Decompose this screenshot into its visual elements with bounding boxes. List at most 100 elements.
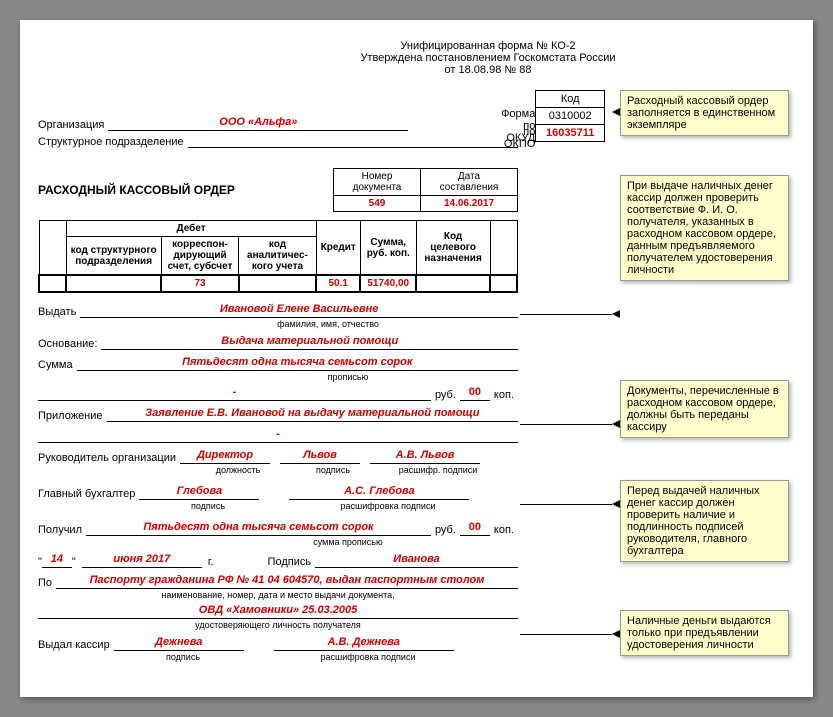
arrow-line-4 xyxy=(520,504,612,505)
callout-1: Расходный кассовый ордер заполняется в е… xyxy=(620,90,789,136)
org-label: Организация xyxy=(38,119,108,131)
po-value: Паспорту гражданина РФ № 41 04 604570, в… xyxy=(56,574,518,589)
arrow-line-5 xyxy=(520,634,612,635)
pril-value: Заявление Е.В. Ивановой на выдачу матери… xyxy=(107,407,518,422)
doc-num-label: Номер документа xyxy=(334,169,421,196)
poluch-kop: коп. xyxy=(490,524,518,536)
struct-value xyxy=(188,133,518,148)
ruk-pos: Директор xyxy=(180,449,270,464)
arrow-icon-4 xyxy=(612,500,620,508)
doc-num: 549 xyxy=(334,196,421,212)
summa-line2: - xyxy=(38,386,431,401)
poluch-label: Получил xyxy=(38,524,86,536)
header-line3: от 18.08.98 № 88 xyxy=(348,64,628,76)
po-label: По xyxy=(38,577,56,589)
pril-line2: - xyxy=(38,428,518,443)
td-c7 xyxy=(416,275,490,292)
th-summa: Сумма, руб. коп. xyxy=(360,221,416,276)
glbuh-name-sub: расшифровка подписи xyxy=(298,501,478,511)
podpis-value: Иванова xyxy=(315,553,518,568)
arrow-icon-2 xyxy=(612,310,620,318)
ruk-name: А.В. Львов xyxy=(370,449,480,464)
summa-value: Пятьдесят одна тысяча семьсот сорок xyxy=(77,356,518,371)
arrow-line-2 xyxy=(520,314,612,315)
ruk-label: Руководитель организации xyxy=(38,452,180,464)
kod-label: Код xyxy=(536,91,605,108)
td-c3: 73 xyxy=(161,275,239,292)
doc-date-label: Дата составления xyxy=(421,169,518,196)
form-body: Организация ООО «Альфа» Структурное подр… xyxy=(38,116,518,666)
th-empty1 xyxy=(39,221,66,276)
td-c4 xyxy=(239,275,316,292)
vydat-sub: фамилия, имя, отчество xyxy=(138,319,518,329)
glbuh-name: А.С. Глебова xyxy=(289,485,469,500)
vydat-label: Выдать xyxy=(38,306,80,318)
po-sub: наименование, номер, дата и место выдачи… xyxy=(38,590,518,600)
kassir-label: Выдал кассир xyxy=(38,639,114,651)
glbuh-label: Главный бухгалтер xyxy=(38,488,139,500)
summa-kop-val: 00 xyxy=(460,386,490,401)
okud-value: 0310002 xyxy=(536,108,605,125)
poluch-sub: сумма прописью xyxy=(178,537,518,547)
pril-label: Приложение xyxy=(38,410,107,422)
date-month: июня 2017 xyxy=(82,553,202,568)
th-anal: код аналитичес-кого учета xyxy=(239,237,316,276)
poluch-kop-val: 00 xyxy=(460,521,490,536)
arrow-icon-3 xyxy=(612,420,620,428)
doc-title: РАСХОДНЫЙ КАССОВЫЙ ОРДЕР xyxy=(38,183,333,197)
org-value: ООО «Альфа» xyxy=(108,116,408,131)
summa-label: Сумма xyxy=(38,359,77,371)
kassir-name-sub: расшифровка подписи xyxy=(278,652,458,662)
okpo-value: 16035711 xyxy=(536,125,605,142)
summa-kop: коп. xyxy=(490,389,518,401)
td-c2 xyxy=(66,275,161,292)
kassir-sign: Дежнева xyxy=(114,636,244,651)
td-c8 xyxy=(490,275,517,292)
date-day: 14 xyxy=(42,553,72,568)
kassir-name: А.В. Дежнева xyxy=(274,636,454,651)
th-debet: Дебет xyxy=(66,221,316,237)
th-kod: Код целевого назначения xyxy=(416,221,490,276)
th-korr: корреспон-дирующий счет, субсчет xyxy=(161,237,239,276)
quote2: " xyxy=(72,556,76,568)
struct-label: Структурное подразделение xyxy=(38,136,188,148)
td-c5: 50.1 xyxy=(316,275,360,292)
callout-3: Документы, перечисленные в расходном кас… xyxy=(620,380,789,438)
ruk-sign: Львов xyxy=(280,449,360,464)
kassir-sign-sub: подпись xyxy=(118,652,248,662)
vydat-value: Ивановой Елене Васильевне xyxy=(80,303,518,318)
okpo-label: по ОКПО xyxy=(504,126,535,150)
header-line2: Утверждена постановлением Госкомстата Ро… xyxy=(348,52,628,64)
ruk-pos-sub: должность xyxy=(193,465,283,475)
td-c6: 51740,00 xyxy=(360,275,416,292)
arrow-icon-1 xyxy=(612,108,620,116)
callout-2: При выдаче наличных денег кассир должен … xyxy=(620,175,789,281)
glbuh-sign: Глебова xyxy=(139,485,259,500)
poluch-value: Пятьдесят одна тысяча семьсот сорок xyxy=(86,521,431,536)
po-value2: ОВД «Хамовники» 25.03.2005 xyxy=(38,604,518,619)
th-empty2 xyxy=(490,221,517,276)
podpis-label: Подпись xyxy=(268,556,316,568)
document-page: Унифицированная форма № КО-2 Утверждена … xyxy=(20,20,813,697)
arrow-icon-5 xyxy=(612,630,620,638)
debit-credit-table: Дебет Кредит Сумма, руб. коп. Код целево… xyxy=(38,220,518,293)
summa-rub: руб. xyxy=(431,389,460,401)
doc-date: 14.06.2017 xyxy=(421,196,518,212)
date-g: г. xyxy=(208,556,218,568)
kod-block: Код 0310002 16035711 Форма по ОКУД по ОК… xyxy=(535,90,605,142)
th-struct: код структурного подразделения xyxy=(66,237,161,276)
callout-5: Наличные деньги выдаются только при пред… xyxy=(620,610,789,656)
glbuh-sign-sub: подпись xyxy=(148,501,268,511)
ruk-sign-sub: подпись xyxy=(293,465,373,475)
ruk-name-sub: расшифр. подписи xyxy=(383,465,493,475)
th-kredit: Кредит xyxy=(316,221,360,276)
summa-sub: прописью xyxy=(178,372,518,382)
poluch-rub: руб. xyxy=(431,524,460,536)
td-c1 xyxy=(39,275,66,292)
po-sub2: удостоверяющего личность получателя xyxy=(38,620,518,630)
osnov-label: Основание: xyxy=(38,338,101,350)
header-line1: Унифицированная форма № КО-2 xyxy=(348,40,628,52)
osnov-value: Выдача материальной помощи xyxy=(101,335,518,350)
callout-4: Перед выдачей наличных денег кассир долж… xyxy=(620,480,789,562)
arrow-line-3 xyxy=(520,424,612,425)
